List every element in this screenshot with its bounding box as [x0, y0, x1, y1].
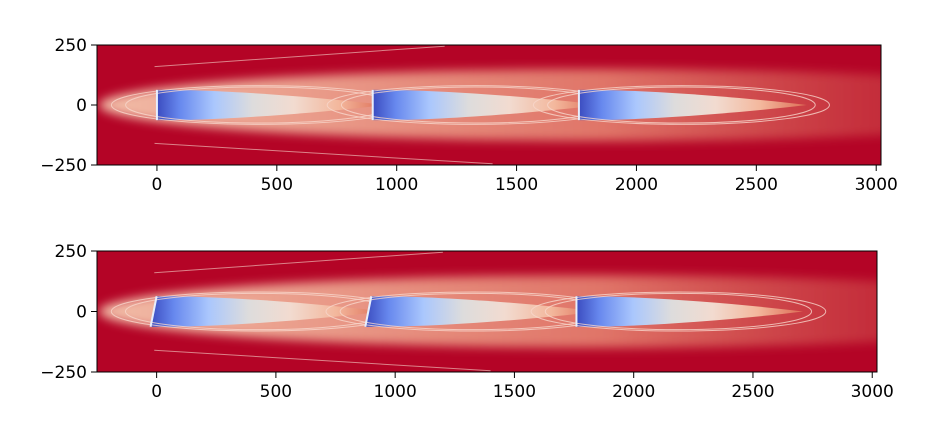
envelope-contour [154, 45, 493, 165]
x-tick-label: 1500 [493, 382, 536, 402]
rotor-disk [364, 296, 373, 327]
contour-line [544, 292, 813, 331]
envelope-contour [154, 251, 491, 372]
turbine-wake [365, 296, 598, 327]
rotor-disk [149, 296, 158, 327]
subplot-bottom: 0 500 1000 1500 2000 2500 3000 −250 0 250 [40, 242, 894, 402]
turbine-wake [150, 296, 384, 327]
x-tick-label: 2000 [612, 382, 655, 402]
field-top [97, 45, 881, 165]
y-tick-label: 0 [76, 303, 87, 323]
x-tick-label: 500 [260, 382, 292, 402]
x-tick-label: 1000 [375, 175, 418, 195]
x-tick-label: 1000 [374, 382, 417, 402]
y-tick-label: −250 [40, 156, 87, 176]
y-tick-label: 250 [55, 36, 87, 56]
turbine-wake [578, 89, 807, 121]
y-tick-label: 0 [76, 96, 87, 116]
x-tick-label: 1500 [495, 175, 538, 195]
x-tick-label: 3000 [851, 382, 894, 402]
x-tick-label: 0 [152, 175, 163, 195]
subplot-top: 0 500 1000 1500 2000 2500 3000 −250 0 250 [40, 36, 898, 195]
field-bottom [97, 251, 877, 372]
y-tick-label: −250 [40, 363, 87, 383]
x-tick-label: 0 [151, 382, 162, 402]
x-tick-label: 2000 [615, 175, 658, 195]
contour-line [530, 291, 827, 332]
x-tick-label: 2500 [731, 382, 774, 402]
contour-line [547, 86, 816, 124]
turbine-wake [156, 89, 385, 121]
x-tick-label: 3000 [855, 175, 898, 195]
contour-line [532, 85, 830, 125]
y-tick-label: 250 [55, 242, 87, 262]
x-tick-label: 500 [261, 175, 293, 195]
turbine-wake [576, 296, 804, 327]
turbine-wake [372, 89, 601, 121]
x-tick-label: 2500 [735, 175, 778, 195]
